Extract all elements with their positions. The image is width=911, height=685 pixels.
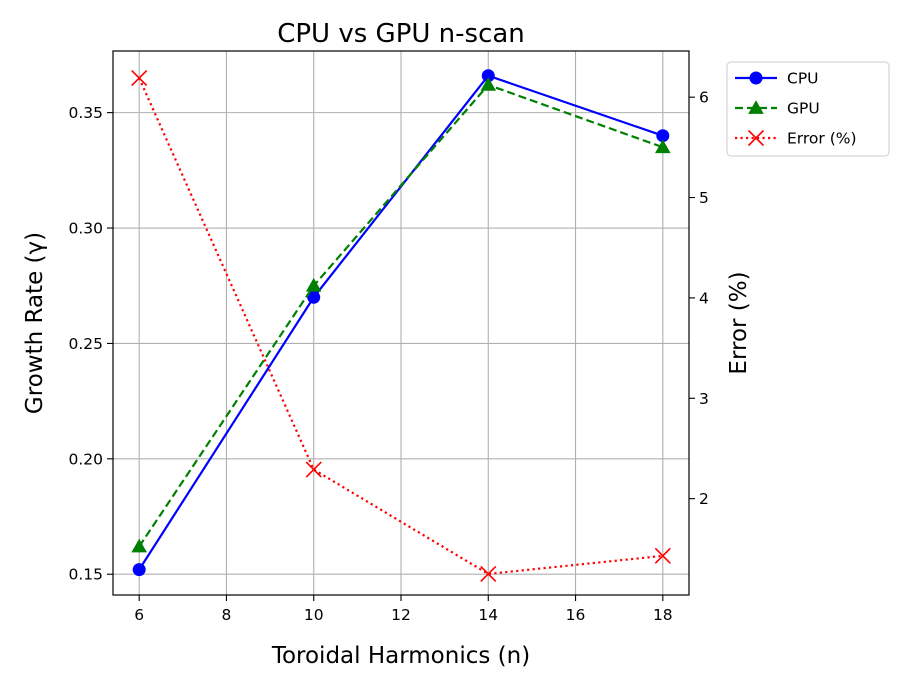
data-point: [480, 565, 497, 582]
series-line: [138, 83, 664, 548]
data-point: [481, 69, 495, 83]
data-point: [131, 538, 147, 553]
legend-label: GPU: [787, 100, 820, 118]
x-tick-label: 16: [566, 606, 586, 624]
y-tick-label: 0.25: [68, 335, 103, 353]
legend-label: Error (%): [787, 130, 857, 148]
y-tick-label: 0.35: [68, 104, 103, 122]
legend-entry: GPU: [735, 100, 820, 118]
legend: CPU GPU Error (%): [726, 61, 890, 157]
x-tick-label: 8: [222, 606, 232, 624]
legend-marker-stroke: [747, 129, 765, 147]
data-point-stroke: [131, 70, 148, 87]
data-point-stroke: [654, 547, 671, 564]
data-point: [307, 290, 321, 304]
y2-tick-label: 5: [699, 189, 709, 207]
y-axis-right: 2 3 4 5 6: [689, 89, 709, 508]
y-tick-label: 0.20: [68, 450, 103, 468]
data-point: [131, 70, 148, 87]
series-layer: [131, 69, 671, 582]
legend-label: CPU: [787, 70, 819, 88]
legend-box: [726, 61, 890, 157]
data-point: [305, 461, 322, 478]
y2-tick-label: 3: [699, 390, 709, 408]
chart-title: CPU vs GPU n-scan: [277, 19, 525, 49]
data-point: [305, 277, 322, 292]
series-gpu: [131, 77, 671, 553]
y-tick-label: 0.30: [68, 220, 103, 238]
data-point-stroke: [480, 565, 497, 582]
x-tick-label: 10: [304, 606, 324, 624]
legend-marker: [748, 100, 764, 114]
x-tick-label: 12: [391, 606, 411, 624]
data-point: [480, 77, 497, 91]
data-point: [656, 129, 670, 143]
legend-marker: [747, 129, 765, 147]
x-axis: 6 8 10 12 14 16 18: [134, 595, 673, 624]
legend-entry: Error (%): [735, 130, 857, 148]
y2-axis-label: Error (%): [726, 271, 752, 374]
x-tick-label: 6: [134, 606, 144, 624]
legend-marker: [749, 71, 763, 85]
x-tick-label: 14: [478, 606, 498, 624]
y-tick-label: 0.15: [68, 566, 103, 584]
y2-tick-label: 4: [699, 289, 709, 307]
legend-entry: CPU: [735, 70, 819, 88]
y-axis-label: Growth Rate (γ): [22, 232, 48, 414]
x-axis-label: Toroidal Harmonics (n): [271, 643, 530, 669]
y-axis-left: 0.15 0.20 0.25 0.30 0.35: [68, 104, 113, 584]
data-point-stroke: [305, 461, 322, 478]
series-error: [131, 70, 671, 582]
data-point: [654, 547, 671, 564]
data-point: [655, 139, 671, 154]
y2-tick-label: 6: [699, 89, 709, 107]
data-point: [132, 563, 146, 577]
y2-tick-label: 2: [699, 490, 709, 508]
x-tick-label: 18: [653, 606, 673, 624]
